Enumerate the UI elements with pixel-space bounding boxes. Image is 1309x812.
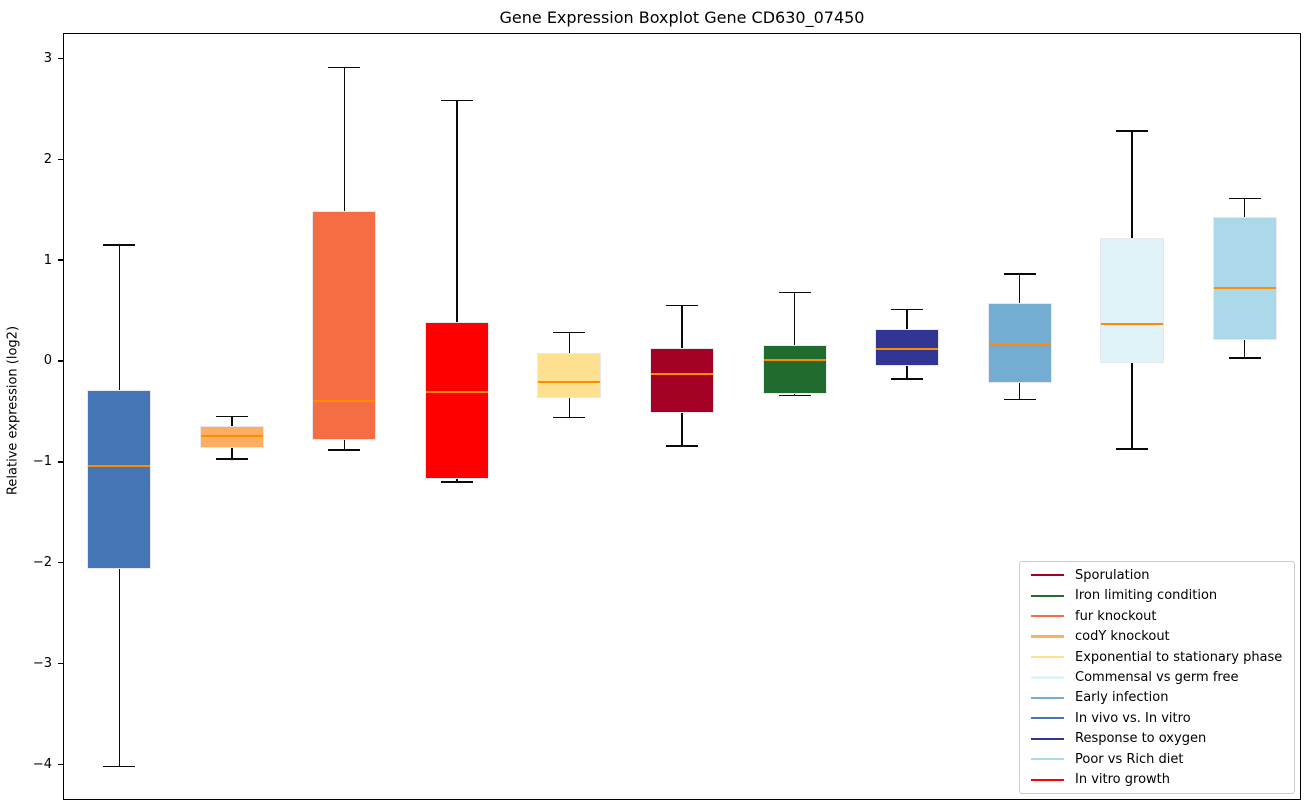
y-tick-mark (58, 259, 63, 261)
box-sporulation-whisker-cap-top (666, 304, 698, 307)
box-commensal-vs-germ-free-whisker-cap-bottom (1116, 448, 1149, 450)
box-iron-limiting-condition-whisker-cap-top (778, 291, 811, 294)
box-in-vitro-growth-whisker-cap-bottom (440, 481, 473, 483)
box-poor-vs-rich-diet-whisker-cap-bottom (1228, 357, 1261, 359)
legend-item-label: fur knockout (1075, 608, 1157, 624)
box-exponential-to-stationary-phase-whisker-cap-top (553, 331, 586, 334)
box-cody-knockout-median-line (200, 434, 263, 437)
legend-item-label: Sporulation (1075, 567, 1150, 583)
y-tick-mark (58, 562, 63, 564)
box-in-vivo-vs-in-vitro-box (87, 390, 152, 569)
y-tick-label: 0 (43, 353, 52, 369)
box-iron-limiting-condition-whisker-cap-bottom (778, 394, 811, 397)
box-sporulation-whisker-cap-bottom (666, 445, 698, 447)
legend-item-fur-knockout: fur knockout (1028, 606, 1286, 626)
box-exponential-to-stationary-phase-box (537, 352, 602, 399)
box-iron-limiting-condition-whisker-line (793, 292, 796, 396)
legend-item-label: codY knockout (1075, 629, 1170, 645)
box-exponential-to-stationary-phase-median-line (538, 381, 601, 384)
box-in-vivo-vs-in-vitro-whisker-cap-bottom (103, 765, 136, 768)
legend-item-sporulation: Sporulation (1028, 565, 1286, 585)
box-in-vivo-vs-in-vitro-median-line (88, 464, 151, 467)
y-tick-label: −2 (32, 555, 52, 571)
legend-item-label: In vitro growth (1075, 772, 1170, 788)
box-early-infection-median-line (988, 343, 1051, 346)
legend-item-label: Commensal vs germ free (1075, 669, 1239, 685)
box-in-vivo-vs-in-vitro-whisker-cap-top (103, 244, 136, 246)
legend-color-swatch (1031, 615, 1064, 618)
box-early-infection-whisker-cap-top (1003, 273, 1036, 275)
legend-color-swatch (1031, 758, 1064, 761)
legend-item-poor-vs-rich-diet: Poor vs Rich diet (1028, 749, 1286, 769)
box-fur-knockout-whisker-cap-top (328, 66, 361, 69)
box-fur-knockout-median-line (313, 400, 376, 403)
legend-item-in-vivo-vs-in-vitro: In vivo vs. In vitro (1028, 708, 1286, 728)
y-tick-label: 2 (43, 151, 52, 167)
legend-item-label: Poor vs Rich diet (1075, 751, 1184, 767)
legend-color-swatch (1031, 696, 1064, 700)
legend-item-in-vitro-growth: In vitro growth (1028, 770, 1286, 790)
box-commensal-vs-germ-free-median-line (1101, 322, 1164, 325)
legend-item-commensal-vs-germ-free: Commensal vs germ free (1028, 667, 1286, 687)
box-exponential-to-stationary-phase-whisker-cap-bottom (553, 416, 586, 419)
y-axis-label: Relative expression (log2) (5, 325, 21, 496)
y-tick-mark (58, 663, 63, 665)
box-cody-knockout-box (199, 425, 264, 448)
box-response-to-oxygen-whisker-cap-top (891, 308, 924, 311)
y-tick-mark (58, 764, 63, 766)
box-in-vitro-growth-whisker-line (456, 100, 458, 483)
legend-item-iron-limiting-condition: Iron limiting condition (1028, 585, 1286, 605)
box-response-to-oxygen-median-line (876, 347, 939, 350)
legend-color-swatch (1031, 635, 1064, 638)
legend: Sporulation Iron limiting condition fur kn… (1019, 561, 1295, 794)
y-tick-mark (58, 158, 63, 160)
box-poor-vs-rich-diet-box (1212, 216, 1277, 340)
legend-color-swatch (1031, 655, 1064, 659)
box-response-to-oxygen-box (875, 328, 940, 367)
box-in-vitro-growth-whisker-cap-top (440, 99, 473, 102)
legend-color-swatch (1031, 676, 1064, 679)
box-cody-knockout-whisker-cap-top (215, 415, 248, 418)
box-sporulation-box (650, 347, 714, 414)
box-poor-vs-rich-diet-whisker-cap-top (1228, 197, 1261, 200)
box-poor-vs-rich-diet-median-line (1213, 287, 1276, 290)
y-tick-mark (58, 360, 63, 362)
y-tick-label: −4 (32, 757, 52, 773)
legend-item-label: In vivo vs. In vitro (1075, 710, 1191, 726)
box-commensal-vs-germ-free-box (1100, 237, 1165, 363)
box-early-infection-whisker-cap-bottom (1003, 398, 1036, 401)
legend-color-swatch (1031, 778, 1064, 781)
legend-color-swatch (1031, 737, 1064, 740)
legend-color-swatch (1031, 717, 1064, 720)
box-iron-limiting-condition-box (762, 344, 827, 395)
box-fur-knockout-box (312, 210, 377, 440)
legend-item-exponential-to-stationary-phase: Exponential to stationary phase (1028, 647, 1286, 667)
legend-item-label: Iron limiting condition (1075, 588, 1218, 604)
box-iron-limiting-condition-median-line (763, 358, 826, 361)
box-sporulation-median-line (651, 373, 713, 376)
y-tick-label: 1 (43, 252, 52, 268)
chart-title: Gene Expression Boxplot Gene CD630_07450 (499, 8, 865, 27)
y-tick-mark (58, 461, 63, 463)
box-fur-knockout-whisker-cap-bottom (328, 449, 361, 451)
y-tick-label: −1 (32, 454, 52, 470)
box-response-to-oxygen-whisker-cap-bottom (891, 378, 924, 380)
box-early-infection-box (987, 303, 1052, 384)
box-in-vitro-growth-box (424, 321, 489, 480)
legend-color-swatch (1031, 594, 1064, 597)
legend-item-label: Response to oxygen (1075, 731, 1207, 747)
legend-item-cody-knockout: codY knockout (1028, 626, 1286, 646)
legend-color-swatch (1031, 574, 1064, 577)
box-commensal-vs-germ-free-whisker-cap-top (1116, 130, 1149, 132)
y-tick-label: −3 (32, 656, 52, 672)
legend-item-label: Exponential to stationary phase (1075, 649, 1283, 665)
legend-item-early-infection: Early infection (1028, 688, 1286, 708)
legend-item-response-to-oxygen: Response to oxygen (1028, 729, 1286, 749)
box-cody-knockout-whisker-cap-bottom (215, 458, 248, 460)
y-tick-mark (58, 57, 63, 59)
y-tick-label: 3 (43, 50, 52, 66)
legend-item-label: Early infection (1075, 690, 1169, 706)
box-in-vitro-growth-median-line (425, 391, 488, 394)
